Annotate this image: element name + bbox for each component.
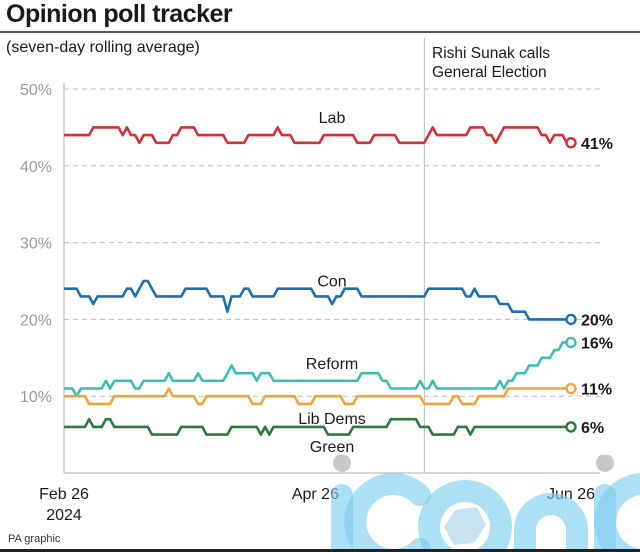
end-value-label-reform: 16% (581, 335, 613, 352)
y-tick-label: 20% (20, 312, 52, 329)
axes (63, 38, 600, 474)
series-line-con (64, 279, 571, 321)
x-tick-label: Jun 26 (547, 486, 595, 503)
x-tick-year-label: 2024 (46, 507, 82, 524)
end-value-label-lab: 41% (581, 136, 613, 153)
annotation-line1: Rishi Sunak calls (432, 45, 551, 62)
series-line-lib-dems (64, 387, 571, 406)
source-credit: PA graphic (8, 533, 61, 545)
end-marker-reform (565, 336, 577, 349)
chart-subtitle: (seven-day rolling average) (6, 39, 200, 56)
series-lines (64, 126, 577, 436)
end-marker-lab (565, 137, 577, 149)
y-tick-label: 30% (20, 236, 52, 253)
y-tick-labels: 10% 20% 30% 40% 50% (20, 82, 52, 406)
end-value-label-green: 6% (581, 420, 604, 437)
y-tick-label: 40% (20, 159, 52, 176)
end-value-label-con: 20% (581, 312, 613, 329)
series-name-label-lab: Lab (319, 110, 346, 127)
series-labels: 41% Lab 20% Con 16% Reform 11% Lib Dems 6% Green (298, 110, 613, 456)
series-name-label-lib-dems: Lib Dems (298, 411, 366, 428)
series-line-lab (64, 126, 571, 145)
x-tick-label: Apr 26 (292, 486, 339, 503)
y-tick-label: 10% (20, 389, 52, 406)
series-name-label-reform: Reform (306, 356, 358, 373)
y-tick-label: 50% (20, 82, 52, 99)
end-value-label-lib-dems: 11% (581, 382, 612, 399)
chart-title: Opinion poll tracker (6, 0, 233, 28)
x-tick-labels: Feb 26 2024 Apr 26 Jun 26 (39, 486, 595, 524)
annotation-line2: General Election (432, 64, 547, 81)
end-marker-con (565, 313, 577, 326)
title-rule (0, 31, 640, 33)
footer-rule (0, 549, 640, 552)
series-name-label-green: Green (310, 439, 354, 456)
series-name-label-con: Con (317, 273, 346, 290)
end-marker-lib-dems (565, 382, 577, 395)
end-marker-green (565, 421, 577, 433)
election-annotation: Rishi Sunak calls General Election (432, 44, 550, 82)
x-tick-label: Feb 26 (39, 486, 89, 503)
series-line-green (64, 417, 571, 436)
series-line-reform (64, 341, 571, 398)
